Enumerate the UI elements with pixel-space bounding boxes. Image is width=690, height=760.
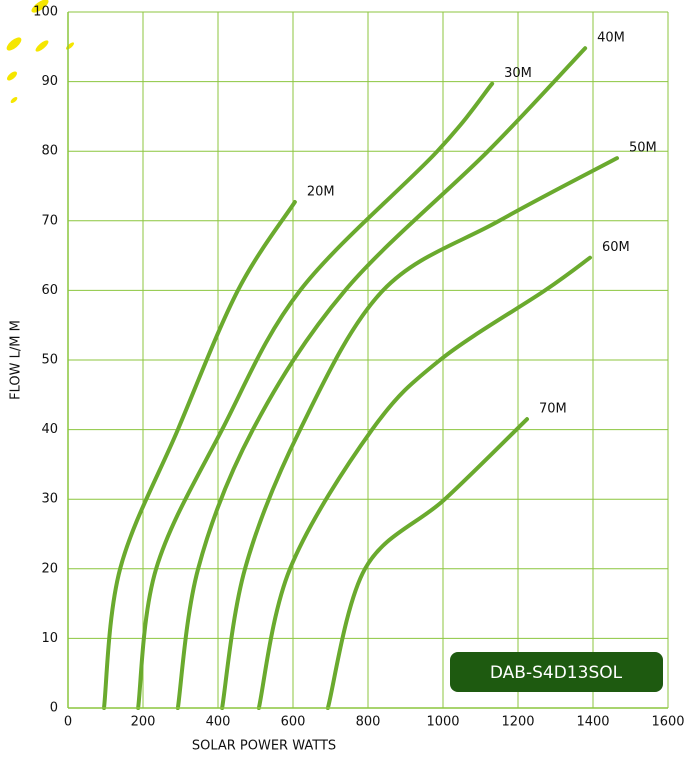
- curve: [136, 81, 495, 710]
- curve: [175, 46, 588, 710]
- y-tick-label: 40: [41, 422, 58, 437]
- curve-label: 60M: [602, 240, 630, 255]
- x-tick-label: 1400: [576, 715, 609, 730]
- x-tick-label: 400: [206, 715, 231, 730]
- y-tick-label: 100: [33, 5, 58, 20]
- curve: [256, 255, 592, 710]
- x-tick-label: 600: [281, 715, 306, 730]
- y-tick-label: 50: [41, 353, 58, 368]
- y-tick-label: 80: [41, 144, 58, 159]
- y-tick-label: 0: [50, 701, 58, 716]
- curve-label: 20M: [307, 185, 335, 200]
- y-tick-label: 60: [41, 283, 58, 298]
- curve-label: 70M: [539, 402, 567, 417]
- y-tick-label: 20: [41, 561, 58, 576]
- x-tick-label: 1600: [651, 715, 684, 730]
- y-tick-label: 70: [41, 213, 58, 228]
- x-tick-label: 0: [64, 715, 72, 730]
- curve: [325, 417, 529, 710]
- decoration: [6, 0, 75, 103]
- curve-label: 30M: [504, 66, 532, 81]
- curve: [102, 200, 297, 710]
- x-tick-label: 200: [131, 715, 156, 730]
- curve-label: 50M: [629, 141, 657, 156]
- curve: [220, 156, 619, 710]
- y-axis-label: FLOW L/M M: [9, 320, 24, 400]
- x-axis-label: SOLAR POWER WATTS: [192, 739, 336, 754]
- y-tick-label: 30: [41, 492, 58, 507]
- x-tick-label: 1000: [426, 715, 459, 730]
- y-tick-label: 10: [41, 631, 58, 646]
- curve-label: 40M: [597, 31, 625, 46]
- model-label: DAB-S4D13SOL: [490, 663, 623, 683]
- x-tick-label: 800: [356, 715, 381, 730]
- x-tick-label: 1200: [501, 715, 534, 730]
- model-badge: [450, 652, 663, 692]
- y-tick-label: 90: [41, 74, 58, 89]
